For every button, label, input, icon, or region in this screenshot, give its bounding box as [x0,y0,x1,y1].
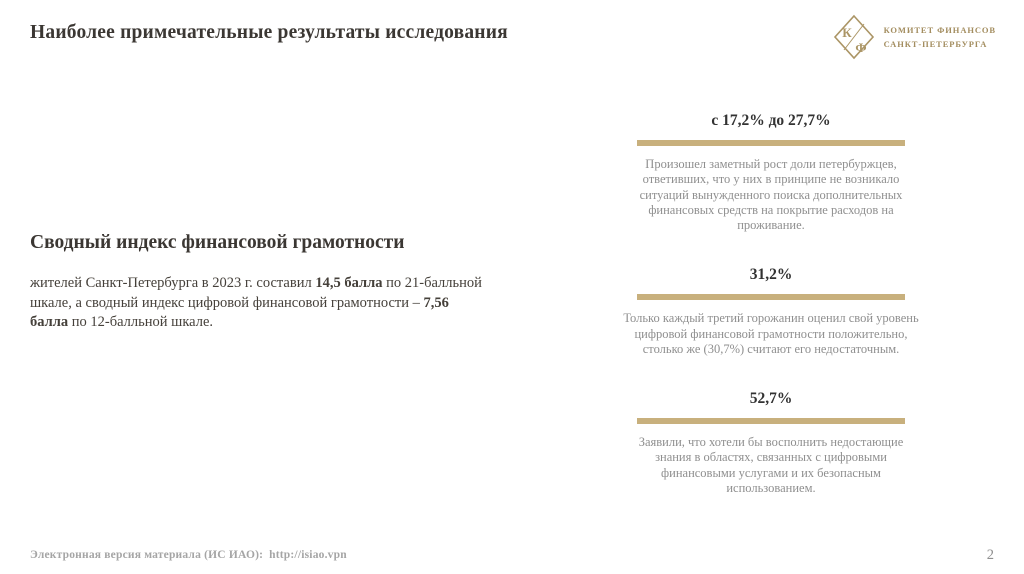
summary-bold-value-1: 14,5 балла [315,275,383,291]
stat-description: Произошел заметный рост доли петербуржце… [639,157,903,232]
footer-label: Электронная версия материала (ИС ИАО): [30,549,264,561]
stat-value: 31,2% [749,266,793,284]
monogram-letter-f: Ф [855,40,866,55]
stat-block: с 17,2% до 27,7% Произошел заметный рост… [618,112,924,233]
summary-text-part: жителей Санкт-Петербурга в 2023 г. соста… [30,275,316,291]
summary-text-part: по 12-балльной шкале. [68,314,214,331]
stat-accent-bar [637,140,905,146]
summary-text-part: по 21-балльной шкале, а сводный индекс ц… [30,275,482,311]
monogram-letter-k: К [842,25,852,40]
summary-paragraph: жителей Санкт-Петербурга в 2023 г. соста… [30,274,482,333]
committee-logo: К Ф КОМИТЕТ ФИНАНСОВ САНКТ-ПЕТЕРБУРГА [833,14,996,60]
kf-monogram-icon: К Ф [833,14,874,60]
stat-description: Только каждый третий горожанин оценил св… [623,311,919,356]
stat-description: Заявили, что хотели бы восполнить недост… [638,435,904,495]
logo-org-name: КОМИТЕТ ФИНАНСОВ САНКТ-ПЕТЕРБУРГА [884,23,996,51]
logo-org-line1: КОМИТЕТ ФИНАНСОВ [883,24,996,35]
stat-accent-bar [637,418,905,424]
stat-block: 52,7% Заявили, что хотели бы восполнить … [618,390,924,496]
stats-column: с 17,2% до 27,7% Произошел заметный рост… [618,112,924,496]
stat-value: 52,7% [749,390,793,407]
stat-accent-bar [637,294,905,301]
page-title: Наиболее примечательные результаты иссле… [30,22,508,43]
stat-block: 31,2% Только каждый третий горожанин оце… [618,266,924,357]
footer-url: http://isiao.vpn [269,549,347,561]
stat-value: с 17,2% до 27,7% [711,112,831,129]
page-number: 2 [986,547,994,563]
summary-bold-value-2: 7,56 балла [30,294,449,331]
footer-note: Электронная версия материала (ИС ИАО): ht… [30,549,347,561]
summary-section: Сводный индекс финансовой грамотности жи… [30,232,500,333]
logo-org-line2: САНКТ-ПЕТЕРБУРГА [883,39,988,49]
summary-heading: Сводный индекс финансовой грамотности [30,232,405,253]
